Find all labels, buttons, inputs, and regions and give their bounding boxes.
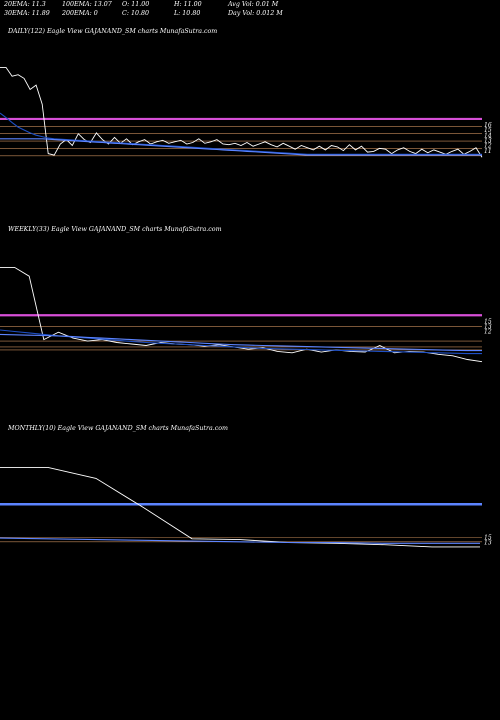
daily-level-label: 15 [484,127,492,134]
weekly-chart-title: WEEKLY(33) Eagle View GAJANAND_SM charts… [8,226,222,233]
header-ema100: 100EMA: 13.07 [62,1,112,8]
weekly-level-label: 15 [484,318,492,325]
daily-level-label: 13 [484,138,492,145]
header-open: O: 11.00 [122,1,150,8]
header-high: H: 11.00 [174,1,202,8]
header-avg-vol: Avg Vol: 0.01 M [228,1,279,8]
header-ema20: 20EMA: 11.3 [4,1,46,8]
daily-level-label: 14 [484,132,492,139]
daily-level-label: 11 [484,148,492,155]
header-day-vol: Day Vol: 0.012 M [228,10,283,17]
header-low: L: 10.80 [174,10,201,17]
monthly-ema-slow-line [0,537,480,544]
weekly-level-label: 12 [484,329,492,336]
daily-ema-slow-line [0,138,482,156]
monthly-level-label: 15 [484,534,492,541]
daily-level-label: 16 [484,122,492,129]
daily-price-line [0,66,483,158]
header-close: C: 10.80 [122,10,149,17]
daily-chart-title: DAILY(122) Eagle View GAJANAND_SM charts… [8,28,218,35]
daily-level-label: 12 [484,143,492,150]
monthly-price-line [0,466,480,548]
header-ema200: 200EMA: 0 [62,10,98,17]
monthly-level-label: 13 [484,540,492,547]
header-ema30: 30EMA: 11.89 [4,10,50,17]
daily-ema-fast-line [0,112,482,155]
monthly-chart-title: MONTHLY(10) Eagle View GAJANAND_SM chart… [8,425,229,432]
weekly-ema-slow-line [0,333,482,352]
weekly-level-label: 13 [484,324,492,331]
